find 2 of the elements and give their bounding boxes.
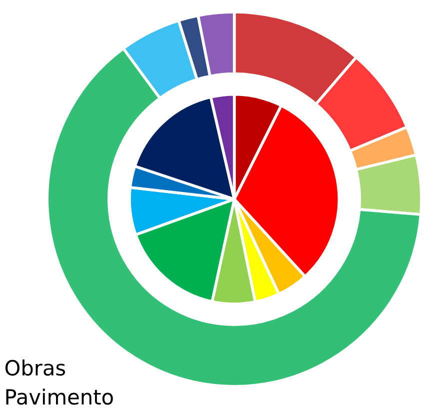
text: Pavimento <box>6 388 113 405</box>
text: Obras <box>5 360 66 376</box>
